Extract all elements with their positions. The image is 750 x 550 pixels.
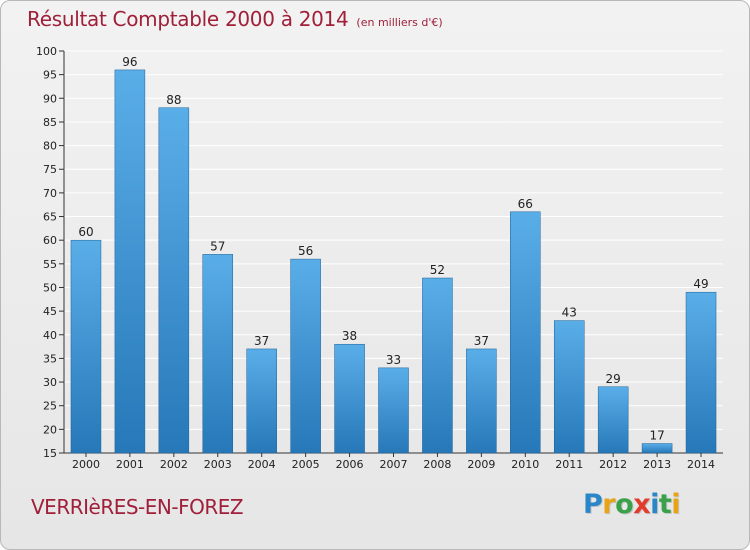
y-tick-label: 95 bbox=[43, 69, 57, 82]
y-tick-label: 45 bbox=[43, 305, 57, 318]
logo-letter: i bbox=[671, 489, 681, 520]
x-tick-label: 2014 bbox=[687, 458, 715, 471]
x-tick-label: 2006 bbox=[336, 458, 364, 471]
bar bbox=[114, 69, 146, 454]
x-tick-label: 2013 bbox=[643, 458, 671, 471]
bar bbox=[422, 277, 453, 454]
data-label: 88 bbox=[166, 93, 181, 107]
x-tick-label: 2005 bbox=[292, 458, 320, 471]
x-tick-label: 2004 bbox=[248, 458, 276, 471]
y-tick-label: 15 bbox=[43, 447, 57, 460]
y-tick-label: 75 bbox=[43, 163, 57, 176]
data-label: 29 bbox=[606, 372, 621, 386]
bar bbox=[378, 367, 409, 454]
logo-letter: t bbox=[658, 489, 672, 520]
bar bbox=[466, 348, 497, 454]
y-tick-label: 30 bbox=[43, 376, 57, 389]
y-tick-label: 80 bbox=[43, 140, 57, 153]
proxiti-logo[interactable]: Proxiti bbox=[583, 489, 681, 520]
data-label: 37 bbox=[254, 334, 269, 348]
logo-letter: o bbox=[615, 489, 634, 520]
x-tick-label: 2007 bbox=[380, 458, 408, 471]
data-label: 17 bbox=[649, 429, 664, 443]
chart-title: Résultat Comptable 2000 à 2014 (en millie… bbox=[27, 7, 443, 31]
y-tick-label: 35 bbox=[43, 352, 57, 365]
bar bbox=[334, 343, 365, 454]
x-tick-label: 2008 bbox=[423, 458, 451, 471]
data-label: 49 bbox=[693, 277, 708, 291]
data-label: 96 bbox=[122, 55, 137, 69]
x-tick-label: 2003 bbox=[204, 458, 232, 471]
chart-title-text: Résultat Comptable 2000 à 2014 bbox=[27, 7, 349, 31]
data-label: 52 bbox=[430, 263, 445, 277]
y-tick-label: 20 bbox=[43, 423, 57, 436]
bar bbox=[70, 239, 102, 454]
data-label: 56 bbox=[298, 244, 313, 258]
x-tick-label: 2002 bbox=[160, 458, 188, 471]
bar bbox=[641, 443, 673, 454]
y-tick-label: 25 bbox=[43, 400, 57, 413]
y-tick-label: 40 bbox=[43, 329, 57, 342]
x-tick-label: 2009 bbox=[467, 458, 495, 471]
y-tick-label: 100 bbox=[36, 45, 57, 58]
data-label: 57 bbox=[210, 239, 225, 253]
data-label: 60 bbox=[78, 225, 93, 239]
data-label: 43 bbox=[562, 306, 577, 320]
commune-name: VERRIèRES-EN-FOREZ bbox=[31, 495, 244, 519]
x-tick-label: 2011 bbox=[555, 458, 583, 471]
x-tick-label: 2001 bbox=[116, 458, 144, 471]
y-tick-label: 55 bbox=[43, 258, 57, 271]
bar bbox=[553, 320, 585, 454]
bar bbox=[202, 254, 234, 454]
logo-letter: x bbox=[633, 489, 651, 520]
logo-letter: r bbox=[602, 489, 616, 520]
x-tick-label: 2010 bbox=[511, 458, 539, 471]
bar bbox=[246, 348, 277, 454]
chart-unit: (en milliers d'€) bbox=[356, 16, 443, 29]
bar bbox=[158, 107, 190, 454]
x-tick-label: 2000 bbox=[72, 458, 100, 471]
data-label: 37 bbox=[474, 334, 489, 348]
y-tick-label: 50 bbox=[43, 281, 57, 294]
y-tick-label: 85 bbox=[43, 116, 57, 129]
data-label: 33 bbox=[386, 353, 401, 367]
x-tick-label: 2012 bbox=[599, 458, 627, 471]
logo-letter: P bbox=[583, 489, 603, 520]
y-tick-label: 65 bbox=[43, 211, 57, 224]
y-tick-label: 90 bbox=[43, 92, 57, 105]
logo-letter: i bbox=[650, 489, 659, 520]
bar bbox=[290, 258, 321, 454]
bar bbox=[510, 211, 541, 454]
y-tick-label: 60 bbox=[43, 234, 57, 247]
data-label: 38 bbox=[342, 329, 357, 343]
bar bbox=[685, 291, 717, 454]
y-tick-label: 70 bbox=[43, 187, 57, 200]
data-label: 66 bbox=[518, 197, 533, 211]
bar bbox=[597, 386, 629, 454]
